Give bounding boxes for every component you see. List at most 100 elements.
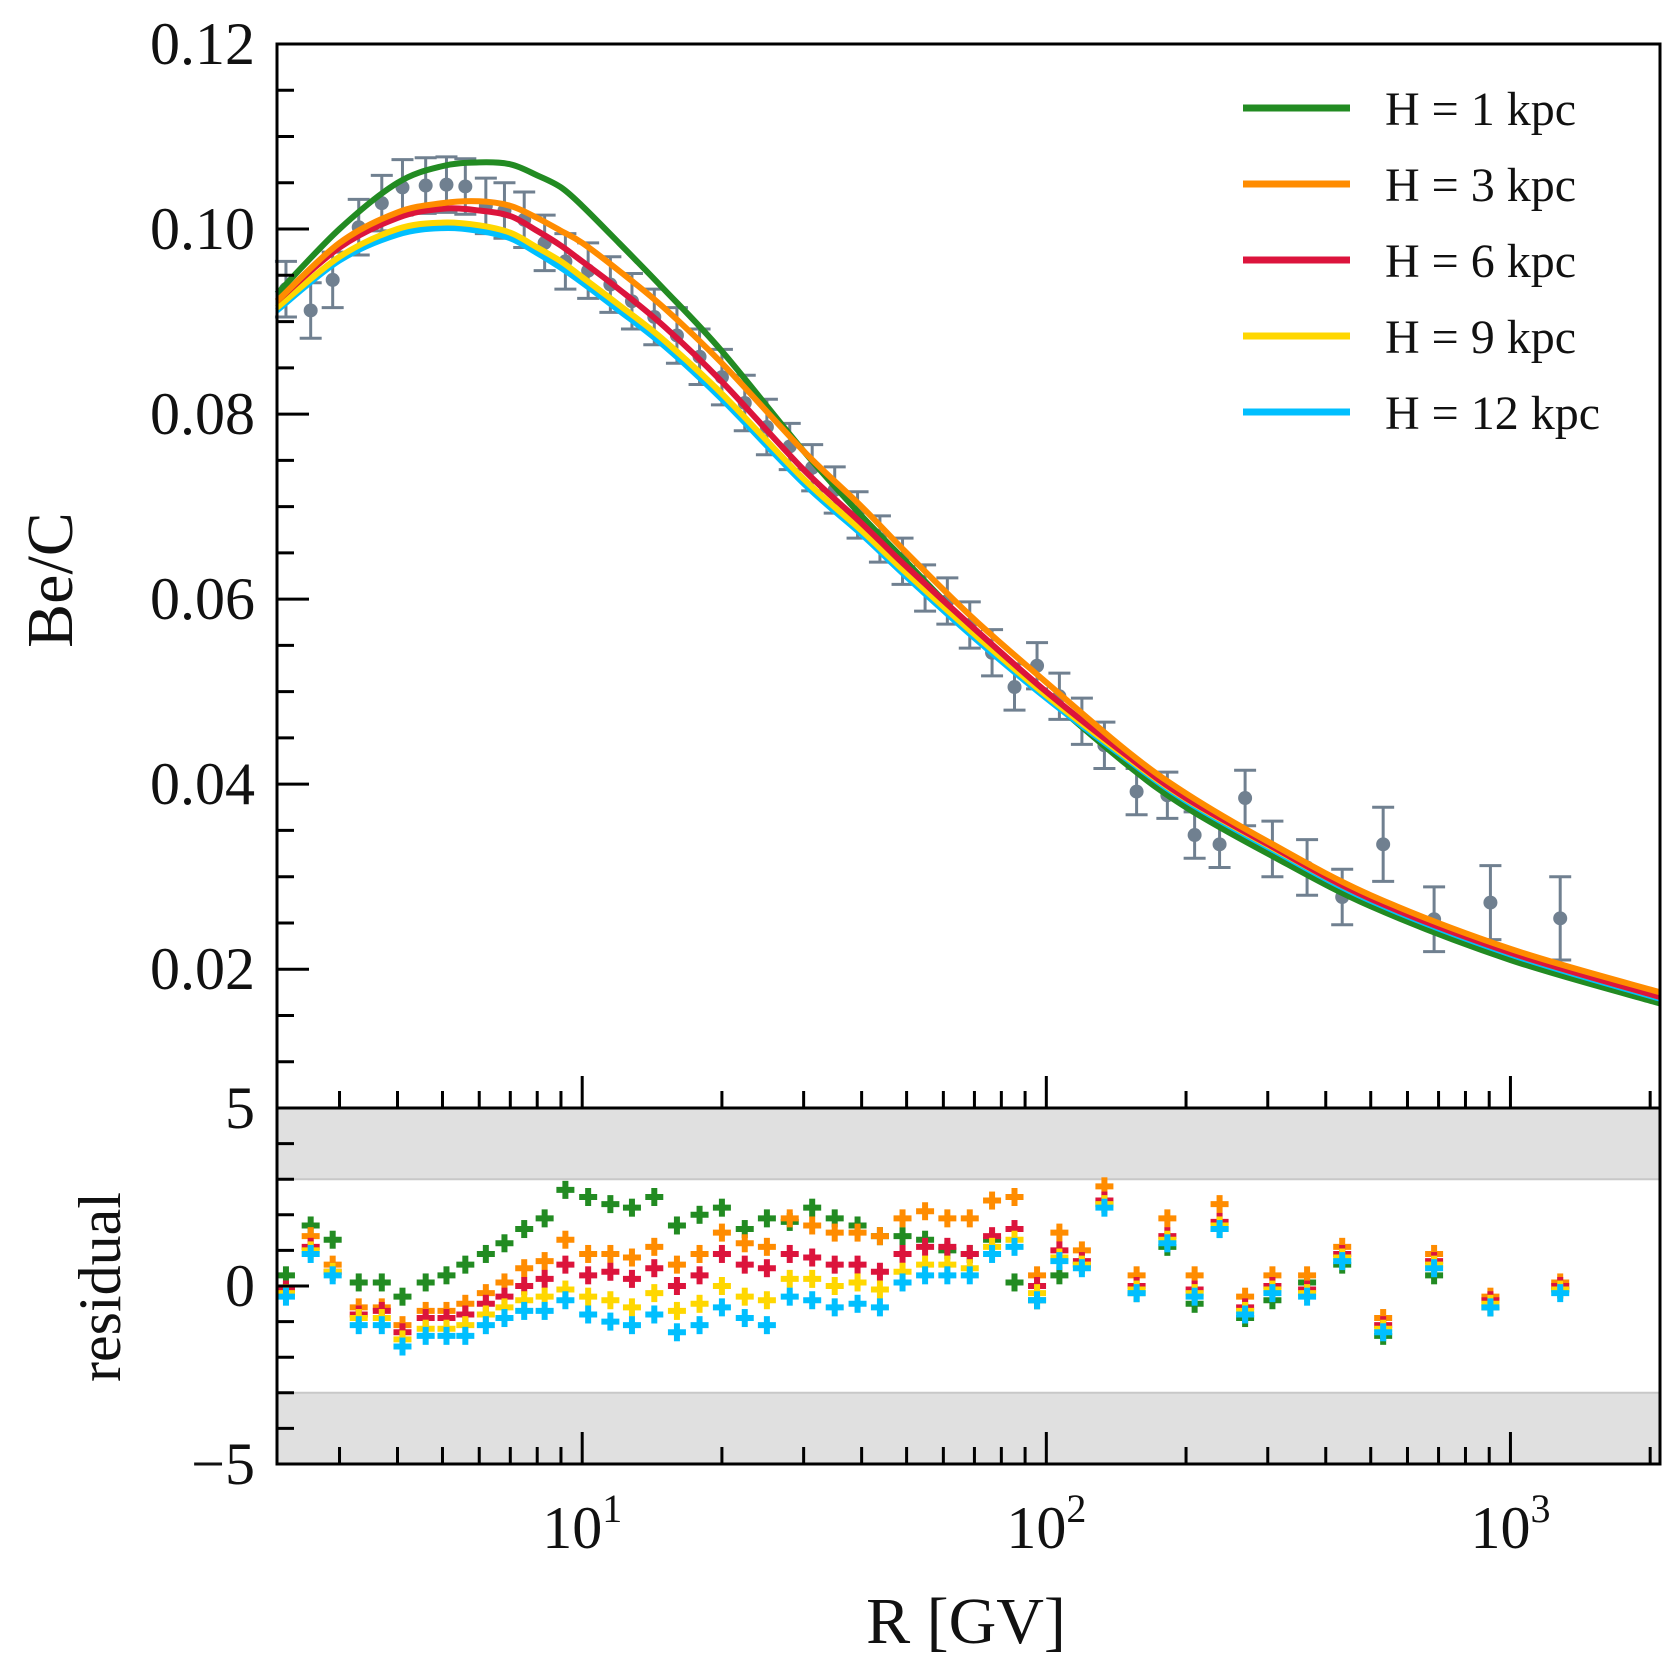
residual-point-h-12-kpc xyxy=(301,1244,320,1263)
residual-point-h-6-kpc xyxy=(690,1266,709,1285)
residual-point-h-6-kpc xyxy=(556,1255,575,1274)
data-point xyxy=(1479,864,1502,942)
residual-point-h-6-kpc xyxy=(735,1255,754,1274)
residual-point-h-12-kpc xyxy=(1425,1259,1444,1278)
residual-point-h-9-kpc xyxy=(690,1294,709,1313)
residual-point-h-3-kpc xyxy=(983,1191,1002,1210)
y-tick-label: 0.10 xyxy=(150,196,255,262)
data-marker xyxy=(325,272,340,287)
residual-point-h-9-kpc xyxy=(579,1287,598,1306)
residual-point-h-3-kpc xyxy=(848,1223,867,1242)
data-point xyxy=(1372,805,1395,883)
data-marker xyxy=(1376,837,1391,852)
residual-point-h-9-kpc xyxy=(667,1301,686,1320)
residual-point-h-1-kpc xyxy=(712,1198,731,1217)
residual-point-h-6-kpc xyxy=(757,1259,776,1278)
legend-label: H = 3 kpc xyxy=(1385,159,1576,212)
residual-point-h-12-kpc xyxy=(323,1266,342,1285)
residual-point-h-12-kpc xyxy=(1072,1259,1091,1278)
residual-point-h-1-kpc xyxy=(456,1255,475,1274)
data-point xyxy=(1549,875,1572,962)
data-marker xyxy=(458,179,473,194)
residual-point-h-3-kpc xyxy=(645,1237,664,1256)
residual-tick-label: 5 xyxy=(225,1075,255,1141)
residual-point-h-3-kpc xyxy=(1050,1223,1069,1242)
legend-label: H = 12 kpc xyxy=(1385,387,1600,440)
residual-axis-title: residual xyxy=(67,1192,133,1382)
residual-points-group xyxy=(276,1177,1570,1356)
x-axis-title: R [GV] xyxy=(866,1585,1066,1658)
y-tick-label: 0.02 xyxy=(150,936,255,1002)
residual-point-h-12-kpc xyxy=(983,1244,1002,1263)
residual-point-h-12-kpc xyxy=(1185,1287,1204,1306)
residual-point-h-12-kpc xyxy=(349,1316,368,1335)
residual-point-h-12-kpc xyxy=(1210,1220,1229,1239)
residual-point-h-1-kpc xyxy=(579,1188,598,1206)
residual-point-h-12-kpc xyxy=(476,1316,495,1335)
residual-point-h-12-kpc xyxy=(690,1316,709,1335)
data-marker xyxy=(303,303,318,318)
residual-point-h-12-kpc xyxy=(757,1316,776,1335)
residual-point-h-6-kpc xyxy=(825,1255,844,1274)
x-tick-label: 101 xyxy=(542,1486,622,1561)
residual-point-h-3-kpc xyxy=(960,1209,979,1228)
residual-point-h-3-kpc xyxy=(1158,1209,1177,1228)
residual-point-h-12-kpc xyxy=(276,1287,295,1306)
residual-point-h-12-kpc xyxy=(515,1301,534,1320)
x-tick-label: 102 xyxy=(1006,1486,1086,1561)
residual-point-h-6-kpc xyxy=(535,1269,554,1288)
residual-point-h-3-kpc xyxy=(916,1202,935,1221)
residual-point-h-9-kpc xyxy=(735,1287,754,1306)
residual-point-h-9-kpc xyxy=(825,1277,844,1295)
residual-point-h-1-kpc xyxy=(893,1227,912,1246)
residual-point-h-3-kpc xyxy=(601,1244,620,1263)
residual-point-h-1-kpc xyxy=(1005,1273,1024,1292)
data-point xyxy=(1234,768,1257,828)
residual-point-h-1-kpc xyxy=(601,1195,620,1214)
residual-point-h-12-kpc xyxy=(1236,1305,1255,1324)
residual-point-h-12-kpc xyxy=(535,1301,554,1320)
residual-point-h-1-kpc xyxy=(535,1209,554,1228)
residual-point-h-1-kpc xyxy=(416,1273,435,1292)
residual-point-h-1-kpc xyxy=(757,1209,776,1228)
residual-point-h-3-kpc xyxy=(1005,1188,1024,1206)
residual-point-h-1-kpc xyxy=(667,1216,686,1235)
residual-point-h-12-kpc xyxy=(960,1266,979,1285)
y-tick-label: 0.04 xyxy=(150,751,255,817)
residual-point-h-9-kpc xyxy=(848,1273,867,1292)
legend-label: H = 9 kpc xyxy=(1385,311,1576,364)
residual-point-h-12-kpc xyxy=(456,1326,475,1345)
residual-point-h-12-kpc xyxy=(1333,1252,1352,1271)
residual-point-h-12-kpc xyxy=(1005,1237,1024,1256)
residual-point-h-6-kpc xyxy=(579,1266,598,1285)
residual-point-h-12-kpc xyxy=(1481,1298,1500,1317)
legend-label: H = 1 kpc xyxy=(1385,83,1576,136)
residual-point-h-1-kpc xyxy=(393,1287,412,1306)
shaded-band xyxy=(277,1108,1660,1180)
residual-tick-label: 0 xyxy=(225,1253,255,1319)
residual-point-h-1-kpc xyxy=(645,1188,664,1206)
data-marker xyxy=(1483,895,1498,910)
residual-point-h-9-kpc xyxy=(780,1269,799,1288)
residual-point-h-3-kpc xyxy=(803,1216,822,1235)
residual-point-h-6-kpc xyxy=(712,1244,731,1263)
residual-point-h-1-kpc xyxy=(495,1234,514,1253)
residual-point-h-6-kpc xyxy=(870,1262,889,1281)
data-marker xyxy=(1212,837,1227,852)
residual-point-h-3-kpc xyxy=(938,1209,957,1228)
residual-point-h-3-kpc xyxy=(515,1259,534,1278)
residual-point-h-6-kpc xyxy=(601,1262,620,1281)
residual-point-h-1-kpc xyxy=(690,1205,709,1224)
residual-point-h-12-kpc xyxy=(938,1266,957,1285)
residual-point-h-12-kpc xyxy=(495,1309,514,1328)
residual-point-h-12-kpc xyxy=(1298,1287,1317,1306)
residual-point-h-12-kpc xyxy=(870,1298,889,1317)
residual-point-h-12-kpc xyxy=(803,1291,822,1310)
residual-point-h-3-kpc xyxy=(870,1227,889,1246)
residual-point-h-1-kpc xyxy=(349,1273,368,1292)
residual-point-h-3-kpc xyxy=(535,1252,554,1271)
residual-point-h-6-kpc xyxy=(916,1237,935,1256)
legend: H = 1 kpc H = 3 kpc H = 6 kpc H = 9 kpc H = … xyxy=(1243,83,1600,440)
residual-point-h-12-kpc xyxy=(1050,1252,1069,1271)
residual-point-h-9-kpc xyxy=(870,1280,889,1299)
